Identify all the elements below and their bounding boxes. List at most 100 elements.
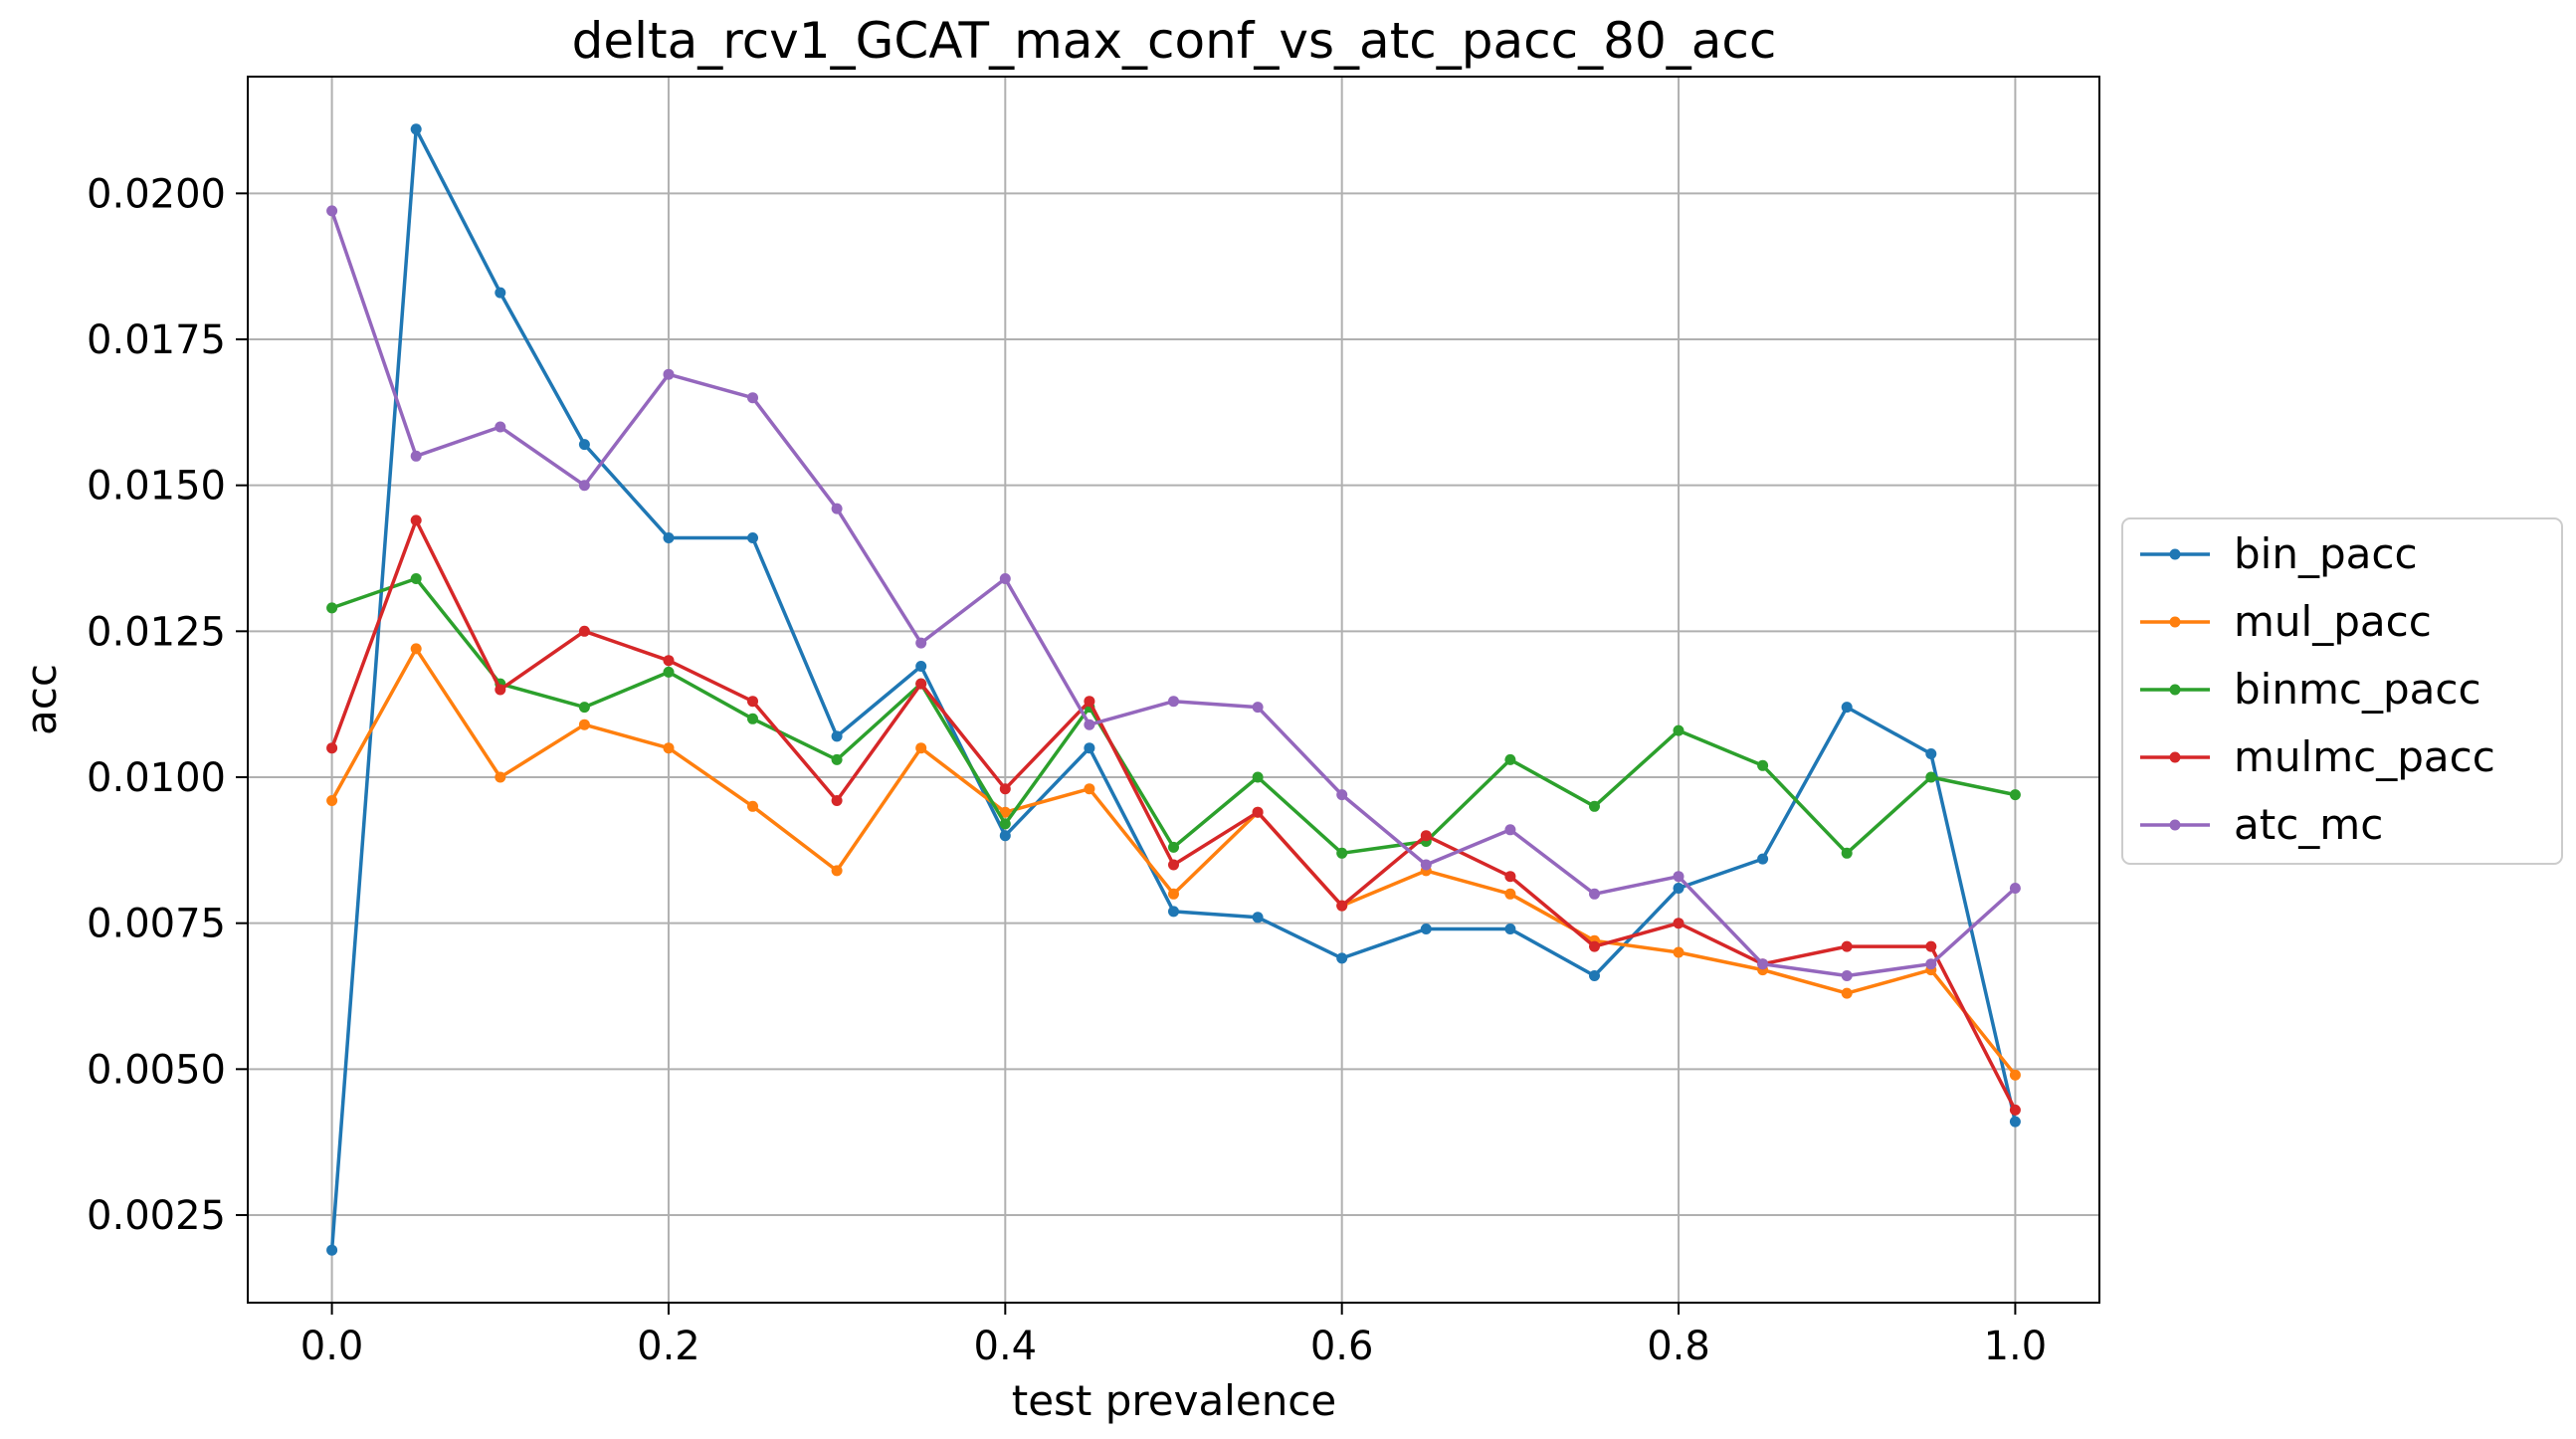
y-tick-label: 0.0150 <box>87 464 226 510</box>
data-point <box>1252 702 1264 714</box>
legend-label: bin_pacc <box>2234 529 2418 578</box>
x-tick-label: 0.6 <box>1310 1324 1374 1369</box>
data-point <box>1168 859 1179 871</box>
data-point <box>2009 1116 2021 1128</box>
data-point <box>1841 970 1853 981</box>
data-point <box>1084 783 1095 795</box>
data-point <box>1841 702 1853 714</box>
y-tick-label: 0.0125 <box>87 609 226 655</box>
data-point <box>1252 912 1264 924</box>
data-point <box>1841 847 1853 859</box>
y-tick-label: 0.0025 <box>87 1193 226 1239</box>
legend-item: mul_pacc <box>2140 597 2432 646</box>
legend-marker <box>2169 684 2181 696</box>
data-point <box>495 421 506 433</box>
y-axis-label: acc <box>17 664 66 735</box>
data-point <box>578 719 590 730</box>
legend-item: binmc_pacc <box>2140 665 2481 714</box>
data-point <box>2009 789 2021 801</box>
data-point <box>1925 940 1937 952</box>
data-point <box>1673 883 1684 894</box>
data-point <box>1589 940 1600 952</box>
data-point <box>1841 987 1853 999</box>
legend-label: mulmc_pacc <box>2234 732 2495 781</box>
data-point <box>747 392 758 404</box>
data-point <box>1504 888 1516 900</box>
data-point <box>1673 918 1684 929</box>
x-tick-label: 0.4 <box>974 1324 1038 1369</box>
series-bin_pacc <box>326 123 2021 1256</box>
data-point <box>747 713 758 724</box>
data-point <box>578 625 590 637</box>
legend-item: mulmc_pacc <box>2140 732 2495 781</box>
data-point <box>1673 946 1684 958</box>
chart-title: delta_rcv1_GCAT_max_conf_vs_atc_pacc_80_… <box>572 12 1777 70</box>
data-point <box>1252 806 1264 818</box>
data-point <box>999 818 1011 830</box>
data-point <box>915 661 927 672</box>
y-tick-label: 0.0075 <box>87 902 226 947</box>
data-point <box>1168 906 1179 918</box>
legend-marker <box>2169 819 2181 831</box>
data-point <box>1084 742 1095 754</box>
data-point <box>326 205 338 217</box>
data-point <box>1925 771 1937 783</box>
data-point <box>1420 924 1432 934</box>
data-point <box>326 1244 338 1256</box>
data-point <box>831 795 843 806</box>
data-point <box>495 287 506 299</box>
data-point <box>1336 789 1348 801</box>
data-point <box>578 439 590 451</box>
data-point <box>1673 724 1684 736</box>
legend-marker <box>2169 616 2181 628</box>
data-point <box>831 730 843 742</box>
data-point <box>915 678 927 690</box>
legend-label: atc_mc <box>2234 800 2383 849</box>
series-mulmc_pacc <box>326 514 2021 1116</box>
legend-frame <box>2121 517 2563 865</box>
plot-frame <box>247 76 2100 1304</box>
data-point <box>747 800 758 812</box>
y-tick-label: 0.0100 <box>87 755 226 801</box>
data-point <box>1504 871 1516 883</box>
y-tick-label: 0.0050 <box>87 1047 226 1093</box>
data-point <box>915 637 927 649</box>
data-point <box>410 643 422 655</box>
x-axis-label: test prevalence <box>1012 1376 1337 1425</box>
data-point <box>1925 748 1937 759</box>
data-point <box>1252 771 1264 783</box>
data-point <box>747 532 758 543</box>
data-point <box>1084 696 1095 708</box>
data-point <box>831 753 843 765</box>
data-point <box>663 532 675 543</box>
data-point <box>1841 940 1853 952</box>
data-point <box>2009 1104 2021 1116</box>
data-point <box>1420 830 1432 842</box>
data-point <box>326 795 338 806</box>
legend-label: binmc_pacc <box>2234 665 2481 714</box>
data-point <box>410 123 422 135</box>
data-point <box>1168 696 1179 708</box>
data-point <box>1757 853 1769 865</box>
data-point <box>1420 859 1432 871</box>
data-point <box>1084 719 1095 730</box>
data-point <box>1168 888 1179 900</box>
axis-ticks: 0.0 0.2 0.4 0.6 0.8 1.0 0.0025 0.0050 0.0075 0.01… <box>87 171 2047 1369</box>
data-point <box>1589 970 1600 981</box>
data-point <box>1589 888 1600 900</box>
data-point <box>831 503 843 514</box>
x-tick-label: 0.8 <box>1647 1324 1710 1369</box>
grid <box>248 77 2099 1303</box>
data-point <box>410 573 422 584</box>
data-point <box>999 830 1011 842</box>
data-point <box>999 806 1011 818</box>
data-point <box>1336 952 1348 964</box>
data-point <box>578 702 590 714</box>
data-point <box>999 783 1011 795</box>
data-point <box>663 666 675 678</box>
y-tick-label: 0.0200 <box>87 171 226 217</box>
data-point <box>495 771 506 783</box>
data-point <box>1168 841 1179 853</box>
data-point <box>2009 883 2021 894</box>
